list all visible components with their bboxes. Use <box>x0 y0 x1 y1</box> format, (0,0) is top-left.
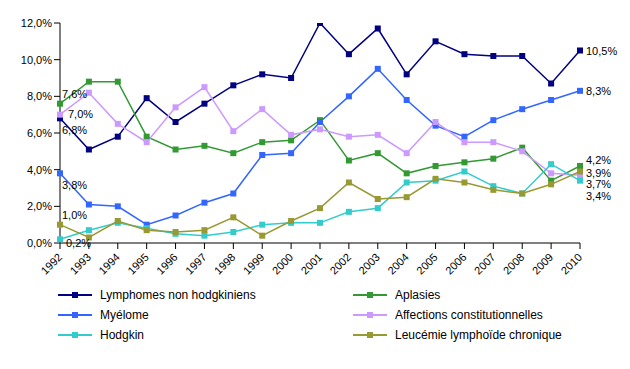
svg-text:2009: 2009 <box>530 251 556 277</box>
svg-text:1,0%: 1,0% <box>62 209 87 221</box>
svg-text:2001: 2001 <box>298 251 324 277</box>
svg-text:1993: 1993 <box>67 251 93 277</box>
html-text:Aplasies: Aplasies <box>395 288 441 302</box>
svg-text:2008: 2008 <box>501 251 527 277</box>
svg-text:2006: 2006 <box>443 251 469 277</box>
svg-text:1997: 1997 <box>183 251 209 277</box>
html-text:Hodgkin: Hodgkin <box>100 328 144 342</box>
svg-text:2007: 2007 <box>472 251 498 277</box>
svg-text:4,2%: 4,2% <box>586 154 611 166</box>
svg-text:2003: 2003 <box>356 251 382 277</box>
svg-text:10,0%: 10,0% <box>21 54 52 66</box>
svg-text:1994: 1994 <box>96 251 122 277</box>
svg-text:0,2%: 0,2% <box>66 237 91 249</box>
svg-text:7,6%: 7,6% <box>62 88 87 100</box>
svg-text:6,8%: 6,8% <box>62 124 87 136</box>
html-text:Leucémie lymphoïde chronique: Leucémie lymphoïde chronique <box>395 328 562 342</box>
html-text:Myélome: Myélome <box>100 308 149 322</box>
svg-text:8,0%: 8,0% <box>27 90 52 102</box>
svg-text:1996: 1996 <box>154 251 180 277</box>
svg-text:2,0%: 2,0% <box>27 200 52 212</box>
svg-text:1995: 1995 <box>125 251 151 277</box>
svg-text:3,8%: 3,8% <box>62 179 87 191</box>
svg-text:10,5%: 10,5% <box>586 45 617 57</box>
svg-text:4,0%: 4,0% <box>27 164 52 176</box>
svg-text:2002: 2002 <box>327 251 353 277</box>
svg-text:1998: 1998 <box>212 251 238 277</box>
svg-text:3,4%: 3,4% <box>586 190 611 202</box>
svg-text:2005: 2005 <box>414 251 440 277</box>
svg-text:12,0%: 12,0% <box>21 17 52 29</box>
html-text:Lymphomes non hodgkiniens: Lymphomes non hodgkiniens <box>100 288 256 302</box>
svg-text:7,0%: 7,0% <box>68 108 93 120</box>
svg-text:2004: 2004 <box>385 251 411 277</box>
svg-text:3,7%: 3,7% <box>586 178 611 190</box>
svg-text:6,0%: 6,0% <box>27 127 52 139</box>
svg-text:8,3%: 8,3% <box>586 85 611 97</box>
html-text:Affections constitutionnelles: Affections constitutionnelles <box>395 308 543 322</box>
svg-text:1999: 1999 <box>241 251 267 277</box>
svg-text:3,9%: 3,9% <box>586 167 611 179</box>
svg-text:2010: 2010 <box>558 251 584 277</box>
svg-text:0,0%: 0,0% <box>27 237 52 249</box>
svg-text:2000: 2000 <box>270 251 296 277</box>
svg-text:1992: 1992 <box>38 251 64 277</box>
